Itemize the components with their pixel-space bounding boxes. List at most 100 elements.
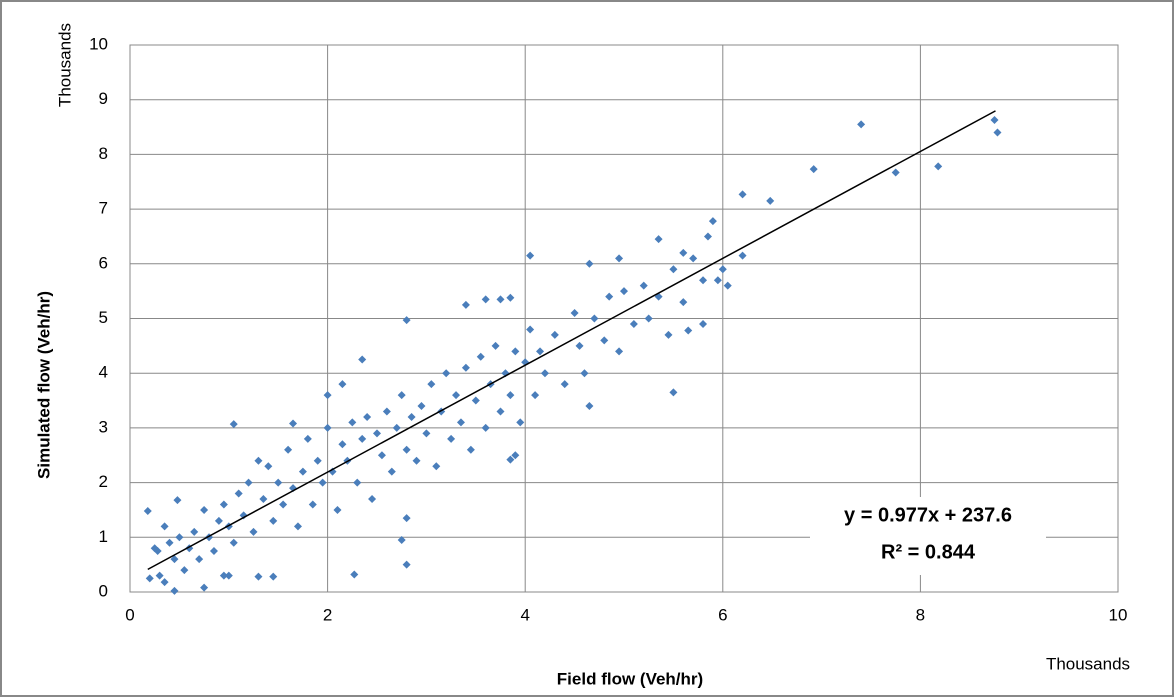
equation-box: [810, 497, 1046, 575]
point: [170, 586, 179, 595]
point: [615, 254, 624, 263]
plot-area: 0 1 2 3 4 5 6 7 8 9 10 0 2 4 6 8 10 y = 0.977x + 237.6 R² …: [89, 34, 1127, 624]
point: [481, 295, 490, 304]
point: [857, 120, 866, 129]
point: [160, 578, 169, 587]
point: [456, 418, 465, 427]
point: [481, 423, 490, 432]
point: [387, 467, 396, 476]
point: [150, 544, 159, 553]
point: [738, 190, 747, 199]
point: [713, 276, 722, 285]
point: [229, 420, 238, 429]
point: [580, 369, 589, 378]
trendline-r2: R² = 0.844: [881, 541, 976, 563]
point: [249, 527, 258, 536]
x-tick-label: 10: [1109, 605, 1128, 624]
point: [313, 456, 322, 465]
point: [620, 287, 628, 296]
trendline: [147, 110, 996, 571]
point: [259, 495, 268, 504]
point: [461, 363, 470, 372]
point: [476, 352, 485, 361]
point: [229, 538, 238, 547]
plot-frame: [129, 44, 1119, 593]
point: [506, 293, 515, 302]
y-tick-label: 7: [99, 199, 108, 218]
point: [402, 316, 411, 325]
point: [471, 396, 480, 405]
y-tick-label: 4: [99, 363, 108, 382]
point: [368, 495, 377, 504]
y-axis-label: Simulated flow (Veh/hr): [34, 291, 53, 479]
y-tick-label: 0: [99, 581, 108, 600]
point: [422, 429, 431, 438]
point: [244, 478, 253, 487]
point: [165, 538, 174, 547]
point: [348, 418, 357, 427]
trendline-equation: y = 0.977x + 237.6: [844, 504, 1012, 526]
point: [200, 505, 209, 514]
point: [536, 347, 545, 356]
point: [254, 456, 263, 465]
point: [289, 419, 298, 428]
point: [358, 434, 367, 443]
point: [323, 391, 332, 400]
point: [224, 571, 233, 580]
point: [338, 440, 347, 449]
point: [333, 505, 342, 514]
point: [684, 326, 693, 335]
x-tick-label: 0: [125, 605, 134, 624]
point: [219, 571, 228, 580]
point: [308, 500, 317, 509]
point: [526, 251, 535, 260]
point: [350, 570, 359, 579]
point: [891, 168, 900, 177]
point: [664, 330, 673, 339]
point: [209, 546, 218, 555]
point: [699, 319, 708, 328]
x-tick-label: 2: [323, 605, 332, 624]
point: [392, 423, 401, 432]
point: [303, 434, 312, 443]
point: [679, 298, 688, 307]
point: [180, 566, 189, 575]
point: [269, 572, 278, 581]
point: [654, 235, 663, 244]
point: [279, 500, 288, 509]
point: [669, 388, 678, 397]
point: [615, 347, 624, 356]
point: [170, 555, 179, 564]
point: [934, 162, 943, 171]
y-tick-label: 10: [89, 34, 108, 53]
point: [402, 560, 411, 569]
point: [699, 276, 708, 285]
point: [323, 423, 332, 432]
point: [145, 574, 154, 583]
point: [338, 380, 347, 389]
point: [284, 445, 293, 454]
point: [629, 319, 638, 328]
point: [442, 369, 451, 378]
point: [427, 380, 436, 389]
x-tick-label: 8: [916, 605, 925, 624]
y-unit-label: Thousands: [55, 23, 74, 107]
point: [570, 309, 579, 318]
y-tick-label: 1: [99, 527, 108, 546]
point: [560, 380, 569, 389]
point: [432, 462, 441, 471]
point: [526, 325, 535, 334]
point: [298, 467, 307, 476]
point: [318, 478, 327, 487]
point: [143, 507, 152, 516]
x-unit-label: Thousands: [1046, 654, 1130, 673]
point: [382, 407, 391, 416]
point: [363, 412, 372, 421]
y-tick-label: 6: [99, 253, 108, 272]
point: [373, 429, 381, 438]
point: [738, 251, 747, 260]
point: [274, 478, 283, 487]
y-tick-label: 2: [99, 472, 108, 491]
